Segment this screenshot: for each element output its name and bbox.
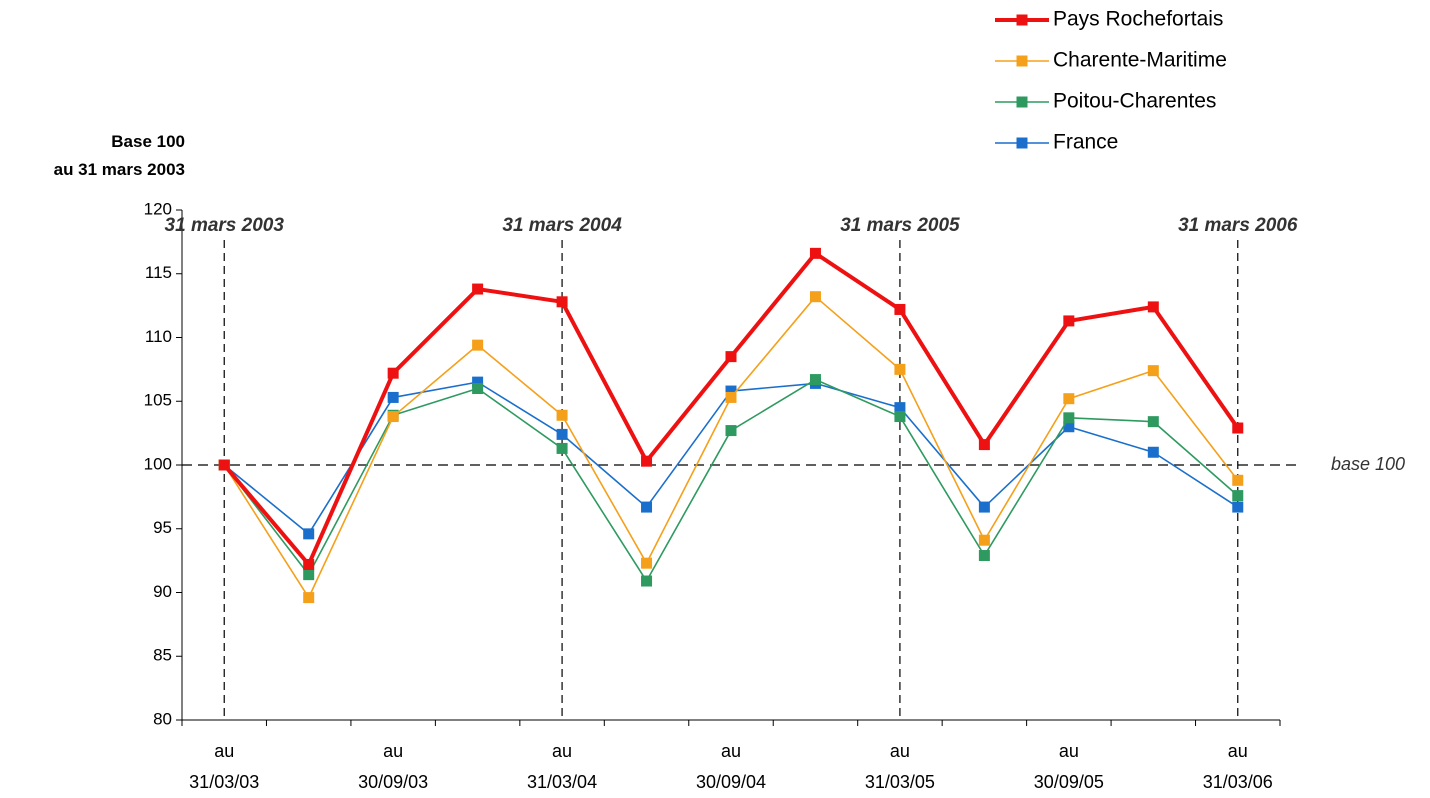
series-marker [1147, 301, 1159, 313]
annotation-label: 31 mars 2005 [840, 215, 960, 236]
series-marker [978, 550, 990, 562]
series-marker [1147, 446, 1159, 458]
series-marker [809, 291, 821, 303]
series-marker [218, 459, 230, 471]
series-marker [1232, 501, 1244, 513]
series-marker [978, 534, 990, 546]
series-marker [725, 425, 737, 437]
series-marker [556, 442, 568, 454]
series-marker [472, 383, 484, 394]
series-marker [556, 409, 568, 421]
series-marker [1063, 421, 1075, 433]
annotation-label: 31 mars 2006 [1178, 215, 1298, 236]
series-marker [303, 592, 315, 604]
legend-label: France [1053, 131, 1118, 154]
series-marker [641, 575, 653, 587]
series-marker [894, 303, 906, 315]
series-marker [472, 339, 484, 351]
x-tick-label: au 31/03/04 [527, 741, 598, 792]
series-marker [1063, 393, 1075, 405]
legend-marker [1016, 55, 1028, 67]
y-tick-label: 100 [144, 454, 172, 473]
series-line [223, 381, 1239, 535]
series-marker [894, 402, 906, 414]
reference-label: base 100 [1331, 454, 1405, 474]
series-marker [1232, 474, 1244, 486]
series-marker [1063, 412, 1075, 424]
series-marker [472, 376, 484, 388]
series-marker [1063, 315, 1075, 327]
series-marker [303, 569, 315, 581]
series-marker [641, 557, 653, 569]
series-marker [809, 374, 821, 386]
series-marker [472, 283, 484, 295]
y-tick-label: 95 [153, 518, 172, 537]
series-marker [978, 501, 990, 513]
y-tick-label: 105 [144, 391, 172, 410]
series-marker [894, 363, 906, 375]
y-tick-label: 120 [144, 199, 172, 218]
x-tick-label: au 31/03/06 [1202, 741, 1273, 792]
series-marker [1232, 422, 1244, 434]
series-marker [303, 558, 315, 570]
series-marker [978, 439, 990, 451]
legend-marker [1016, 14, 1028, 26]
x-tick-label: au 31/03/03 [189, 741, 260, 792]
series-marker [387, 391, 399, 403]
series-line [222, 251, 1240, 567]
y-tick-label: 80 [153, 709, 172, 728]
series-marker [303, 528, 315, 540]
legend-label: Pays Rochefortais [1053, 8, 1223, 31]
series-marker [641, 501, 653, 513]
x-tick-label: au 31/03/05 [864, 741, 935, 792]
legend-marker [1016, 96, 1028, 108]
x-tick-label: au 30/09/04 [695, 741, 767, 792]
series-marker [641, 455, 653, 467]
x-tick-label: au 30/09/03 [358, 741, 429, 792]
series-marker [556, 296, 568, 308]
y-tick-label: 85 [153, 646, 172, 665]
legend-label: Charente-Maritime [1053, 49, 1227, 72]
annotation-label: 31 mars 2003 [165, 215, 285, 236]
series-marker [894, 411, 906, 423]
series-marker [387, 367, 399, 379]
y-tick-label: 90 [153, 582, 172, 601]
series-marker [725, 351, 737, 363]
y-axis-title: Base 100 au 31 mars 2003 [53, 132, 185, 179]
series-marker [556, 428, 568, 440]
x-tick-label: au 30/09/05 [1033, 741, 1104, 792]
annotation-label: 31 mars 2004 [502, 215, 622, 236]
series-marker [725, 391, 737, 403]
legend-marker [1016, 137, 1028, 149]
series-marker [725, 385, 737, 397]
series-marker [1147, 365, 1159, 377]
y-tick-label: 110 [145, 327, 172, 346]
series-marker [1232, 490, 1244, 502]
y-tick-label: 115 [145, 263, 172, 282]
series-marker [1147, 416, 1159, 428]
series-marker [387, 411, 399, 423]
series-marker [809, 247, 821, 259]
legend-label: Poitou-Charentes [1053, 90, 1216, 113]
